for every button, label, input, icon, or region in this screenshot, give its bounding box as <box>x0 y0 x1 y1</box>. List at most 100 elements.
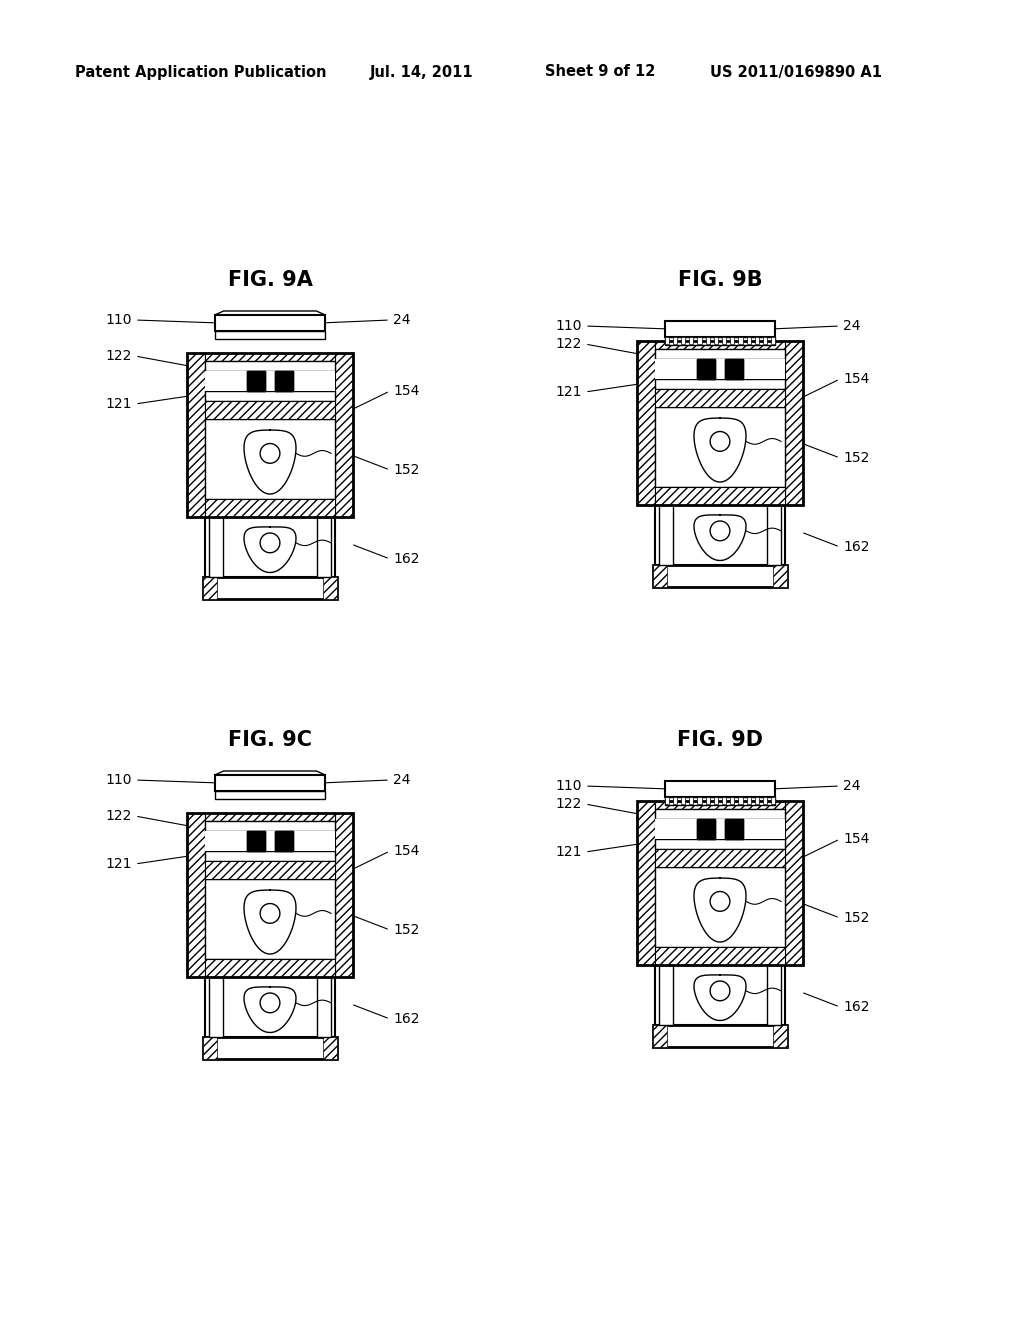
Bar <box>755 797 759 804</box>
Bar <box>655 946 785 965</box>
Bar <box>209 517 223 577</box>
Circle shape <box>260 533 280 553</box>
Bar <box>763 797 767 804</box>
Bar <box>275 371 294 391</box>
Bar <box>653 1026 667 1047</box>
Bar <box>187 813 205 977</box>
Bar <box>653 565 667 587</box>
Bar <box>205 821 335 832</box>
Bar <box>653 565 787 587</box>
Bar <box>247 371 265 391</box>
Bar <box>681 797 685 804</box>
Text: 152: 152 <box>843 911 869 925</box>
Bar <box>637 801 655 965</box>
Text: FIG. 9A: FIG. 9A <box>227 271 312 290</box>
Bar <box>773 1026 787 1047</box>
Text: FIG. 9B: FIG. 9B <box>678 271 762 290</box>
Bar <box>714 797 718 804</box>
Bar <box>655 849 785 867</box>
Bar <box>696 359 715 379</box>
Text: 110: 110 <box>105 313 132 327</box>
Bar <box>317 977 331 1038</box>
Bar <box>665 337 775 345</box>
Bar <box>714 337 718 345</box>
Bar <box>738 337 742 345</box>
Bar <box>722 797 726 804</box>
Bar <box>323 1038 337 1059</box>
Bar <box>706 797 710 804</box>
Bar <box>187 813 353 977</box>
Text: 24: 24 <box>843 319 860 333</box>
Text: 122: 122 <box>105 809 132 822</box>
Bar <box>655 407 785 487</box>
Bar <box>205 418 335 499</box>
Bar <box>673 797 677 804</box>
Bar <box>696 359 715 379</box>
Bar <box>205 517 335 577</box>
Bar <box>215 791 326 799</box>
Circle shape <box>260 993 280 1012</box>
Bar <box>317 517 331 577</box>
Text: 162: 162 <box>843 540 869 554</box>
Circle shape <box>260 444 280 463</box>
Bar <box>215 775 326 791</box>
Bar <box>746 337 751 345</box>
Bar <box>730 797 734 804</box>
Bar <box>655 801 785 809</box>
Bar <box>205 960 335 977</box>
Bar <box>637 801 803 965</box>
Text: 110: 110 <box>105 774 132 787</box>
Text: 154: 154 <box>393 843 420 858</box>
Text: 152: 152 <box>393 923 420 937</box>
Bar <box>335 352 353 517</box>
Bar <box>247 832 265 851</box>
Bar <box>725 359 743 379</box>
Bar <box>725 359 743 379</box>
Bar <box>696 818 715 840</box>
Text: 121: 121 <box>555 845 582 859</box>
Bar <box>725 818 743 840</box>
Bar <box>738 797 742 804</box>
Bar <box>655 867 785 946</box>
Text: 121: 121 <box>105 857 132 871</box>
Bar <box>187 352 205 517</box>
Bar <box>697 337 701 345</box>
Text: 154: 154 <box>843 372 869 385</box>
Bar <box>637 341 655 506</box>
Text: 162: 162 <box>393 1012 420 1026</box>
Bar <box>275 832 294 851</box>
Text: FIG. 9C: FIG. 9C <box>228 730 312 750</box>
Bar <box>755 337 759 345</box>
Bar <box>763 337 767 345</box>
Text: 152: 152 <box>393 463 420 477</box>
Bar <box>203 577 217 599</box>
Bar <box>722 337 726 345</box>
Bar <box>767 506 781 565</box>
Bar <box>205 977 335 1038</box>
Text: 110: 110 <box>555 779 582 793</box>
Bar <box>785 341 803 506</box>
Text: 152: 152 <box>843 451 869 465</box>
Text: 154: 154 <box>393 384 420 399</box>
Bar <box>203 577 337 599</box>
Bar <box>659 506 673 565</box>
Text: 162: 162 <box>393 552 420 566</box>
Bar <box>203 1038 217 1059</box>
Bar <box>655 818 785 840</box>
Text: FIG. 9D: FIG. 9D <box>677 730 763 750</box>
Bar <box>665 797 775 805</box>
Bar <box>771 337 775 345</box>
Text: 162: 162 <box>843 1001 869 1014</box>
Bar <box>655 840 785 849</box>
Bar <box>689 337 693 345</box>
Bar <box>187 352 353 517</box>
Bar <box>659 965 673 1026</box>
Text: Sheet 9 of 12: Sheet 9 of 12 <box>545 65 655 79</box>
Text: 122: 122 <box>105 348 132 363</box>
Text: Jul. 14, 2011: Jul. 14, 2011 <box>370 65 474 79</box>
Bar <box>696 818 715 840</box>
Bar <box>655 965 785 1026</box>
Bar <box>205 391 335 401</box>
Bar <box>655 487 785 506</box>
Bar <box>205 851 335 861</box>
